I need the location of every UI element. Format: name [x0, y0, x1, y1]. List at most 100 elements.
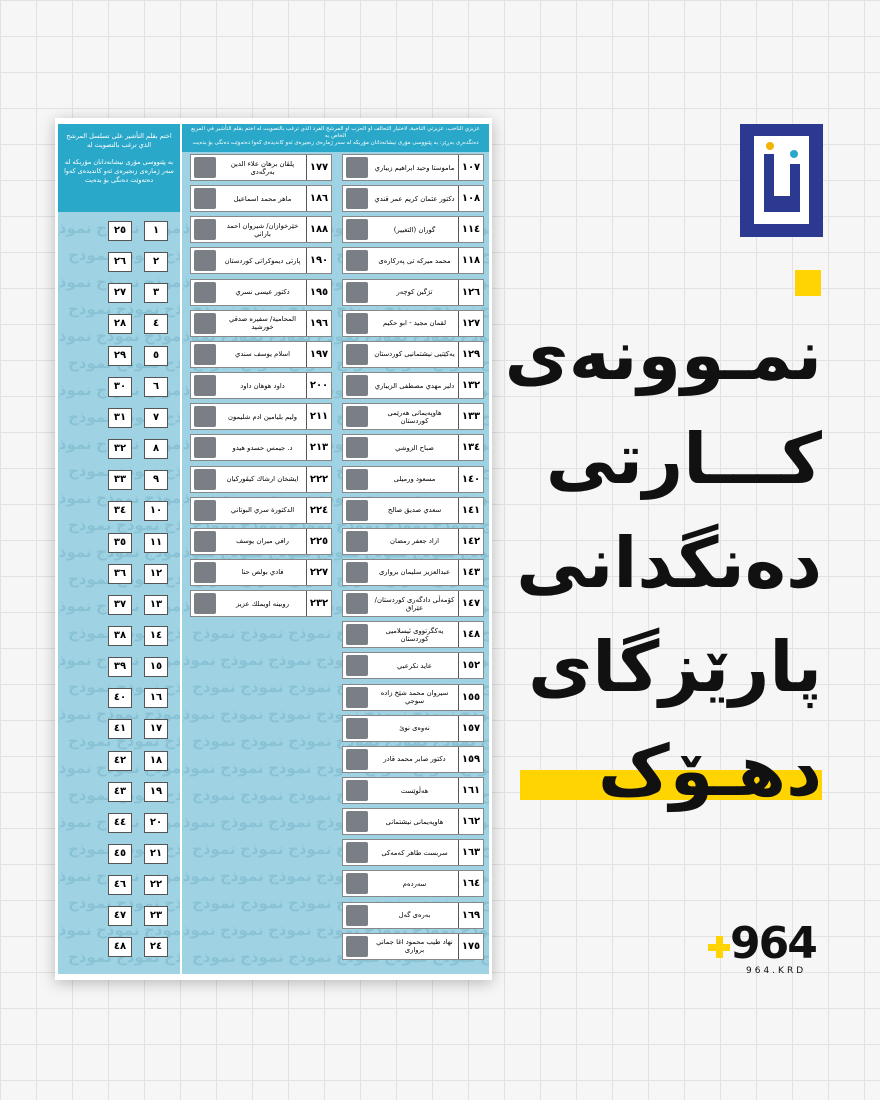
watermark: نموذج: [480, 570, 489, 588]
candidate-name: سعدي صديق صالح: [387, 506, 442, 515]
candidate-photo: [346, 904, 368, 926]
sequence-number: ١٦: [144, 688, 168, 709]
candidate-number: ١١٨: [458, 248, 483, 274]
candidate-name: سربست طاهر كەمەكی: [381, 848, 448, 857]
watermark: نموذج: [68, 894, 112, 912]
candidate: ١٥٢ عايد نكرعبي: [342, 652, 484, 680]
watermark: نموذج: [220, 813, 264, 831]
candidate-photo: [346, 561, 368, 583]
sequence-number: ٤٤: [108, 812, 132, 833]
watermark: نموذج: [288, 894, 332, 912]
watermark: نموذج: [480, 516, 489, 534]
candidate: ١٤٧ کۆمەڵی دادگەری کوردستان/عێراق: [342, 590, 484, 618]
candidate: ١٨٦ ماهر محمد اسماعيل: [190, 185, 332, 213]
candidate-photo: [346, 686, 368, 708]
candidate-name: کۆمەڵی دادگەری کوردستان/عێراق: [374, 595, 455, 612]
commission-logo: [740, 124, 823, 237]
candidate-photo: [346, 219, 368, 241]
candidate-photo: [194, 343, 216, 365]
candidate-photo: [346, 250, 368, 272]
watermark: نموذج: [68, 300, 112, 318]
sequence-number: ١: [144, 221, 168, 241]
ballot-header: عزيزي الناخب، عزيزتي الناخبة، لاختيار ال…: [182, 124, 489, 152]
sequence-number: ٢: [144, 252, 168, 273]
watermark: نموذج: [240, 786, 284, 804]
candidate-name: وليم بليامين ادم شليمون: [227, 412, 298, 421]
candidate-name: ايشخان ارشاك كيڤوركيان: [226, 475, 299, 483]
sequence-number: ٤٨: [108, 937, 132, 958]
brand-site: 964.KRD: [746, 966, 807, 976]
watermark: نموذج: [68, 246, 112, 264]
watermark: نموذج: [164, 894, 180, 912]
watermark: نموذج: [58, 219, 92, 237]
sequence-number: ٣٧: [108, 594, 132, 615]
watermark: نموذج: [144, 705, 180, 723]
watermark: نموذج: [164, 246, 180, 264]
candidate-name: سەردەم: [402, 879, 427, 888]
watermark: نموذج: [240, 624, 284, 642]
candidate-number: ٢٢٤: [306, 497, 331, 523]
sequence-number: ٣٤: [108, 501, 132, 522]
sequence-number: ٣٩: [108, 657, 132, 678]
sequence-number: ٣١: [108, 407, 132, 428]
candidate-number: ٢١١: [306, 404, 331, 430]
candidate: ١١٤ گوران (التغيير): [342, 216, 484, 244]
plus-mark: [715, 936, 723, 958]
candidate-name: روبينه اويملك عزيز: [236, 599, 289, 608]
candidate-name: ماموستا وحيد ابراهيم زيباري: [374, 163, 455, 172]
candidate-photo: [194, 437, 216, 459]
candidate-name: تژگین کوچەر: [396, 288, 433, 297]
candidate-number: ١٦١: [458, 778, 483, 803]
watermark: نموذج: [480, 462, 489, 480]
watermark: نموذج: [164, 570, 180, 588]
watermark: نموذج: [288, 678, 332, 696]
watermark: نموذج: [268, 867, 312, 885]
watermark: نموذج: [182, 921, 216, 939]
candidate-photo: [346, 468, 368, 490]
watermark: نموذج: [68, 948, 112, 966]
ballot-sheet: اختم بقلم التأشير على تسلسل المرشح الذي …: [55, 118, 492, 980]
watermark: نموذج: [58, 327, 92, 345]
watermark: نموذج: [220, 651, 264, 669]
sequence-number: ١١: [144, 532, 168, 553]
candidate-number: ١٩٠: [306, 248, 331, 274]
watermark: نموذج: [164, 786, 180, 804]
header-text: بە پێنووسی مۆری نیشانەدانان مۆربکە لە سە…: [64, 158, 174, 184]
candidate-name: پارتی دیموکراتی کوردستان: [224, 256, 301, 265]
watermark: نموذج: [268, 759, 312, 777]
candidate-photo: [346, 375, 368, 397]
candidate-photo: [346, 842, 368, 864]
watermark: نموذج: [164, 354, 180, 372]
candidate-name: الدكتورة سري البوتاني: [230, 506, 295, 515]
candidate-photo: [194, 375, 216, 397]
candidate: ١٥٩ دكتور صابر محمد قادر: [342, 745, 484, 773]
watermark: نموذج: [68, 462, 112, 480]
watermark: نموذج: [58, 921, 92, 939]
watermark: نموذج: [182, 813, 216, 831]
candidate-photo: [194, 250, 216, 272]
candidate-name: یەکگرتووی ئیسلامیی کوردستان: [385, 626, 444, 643]
sequence-number: ٤٠: [108, 688, 132, 709]
candidate-photo: [194, 468, 216, 490]
candidate: ١٣٣ هاوپەیمانی هەرێمی کوردستان: [342, 403, 484, 431]
watermark: نموذج: [220, 921, 264, 939]
watermark: نموذج: [268, 813, 312, 831]
candidate-name: رافي ميران يوسف: [236, 537, 289, 546]
candidate-number: ١٠٧: [458, 155, 483, 180]
sequence-number: ١٨: [144, 750, 168, 771]
watermark: نموذج: [192, 624, 236, 642]
watermark: نموذج: [268, 921, 312, 939]
candidate-photo: [346, 935, 368, 957]
candidate: ١٦٩ بەرەی گەل: [342, 901, 484, 929]
watermark: نموذج: [240, 948, 284, 966]
candidate: ١٦٤ سەردەم: [342, 870, 484, 898]
sequence-number: ٤٢: [108, 750, 132, 771]
candidate-number: ١٢٩: [458, 341, 483, 367]
candidate-number: ١٢٦: [458, 279, 483, 305]
candidate-number: ١٤٧: [458, 591, 483, 617]
watermark: نموذج: [192, 678, 236, 696]
candidate-name: پلڤان برهان علاء الدين بەرگەدی: [230, 159, 295, 176]
candidate: ١٤١ سعدي صديق صالح: [342, 496, 484, 524]
sequence-number: ٢٧: [108, 283, 132, 304]
